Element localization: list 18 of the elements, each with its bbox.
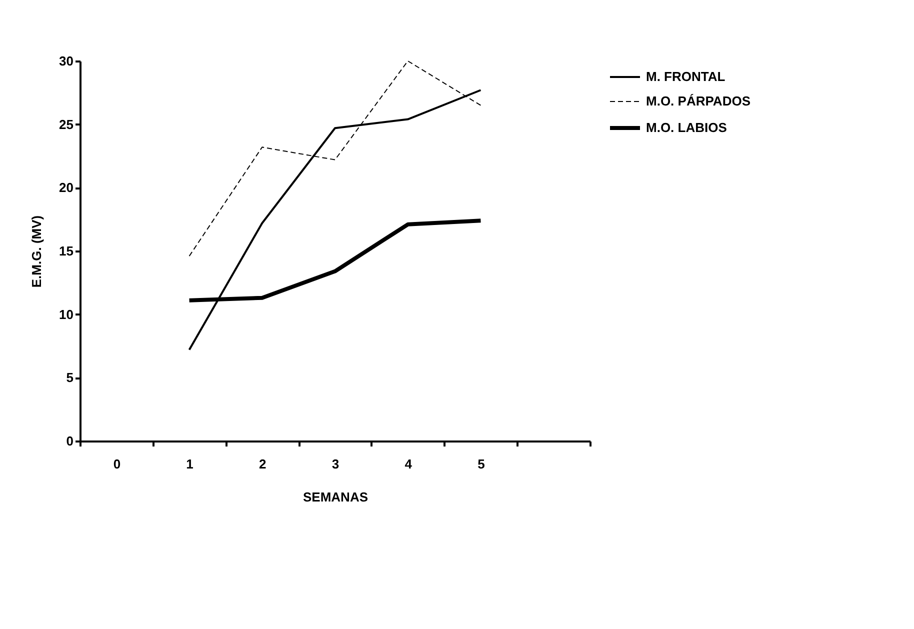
y-tick-label: 10 (59, 306, 74, 322)
x-tick-label: 4 (404, 456, 413, 472)
x-tick-label: 5 (478, 456, 485, 472)
legend-label: M. FRONTAL (646, 69, 726, 84)
y-axis-title: E.M.G. (MV) (29, 215, 44, 288)
y-tick-label: 0 (66, 434, 74, 448)
y-tick-label: 20 (59, 180, 74, 196)
x-tick-label: 0 (113, 456, 121, 472)
x-tick-label: 3 (332, 456, 340, 472)
legend-label: M.O. LABIOS (646, 120, 728, 135)
x-tick-label: 2 (259, 456, 266, 472)
legend-label: M.O. PÁRPADOS (646, 94, 751, 108)
x-tick-label: 1 (186, 456, 194, 472)
y-tick-label: 15 (59, 244, 74, 258)
y-tick-label: 30 (59, 54, 74, 68)
x-axis-title: SEMANAS (302, 490, 368, 504)
y-tick-label: 25 (59, 116, 74, 132)
y-tick-label: 5 (66, 370, 74, 386)
